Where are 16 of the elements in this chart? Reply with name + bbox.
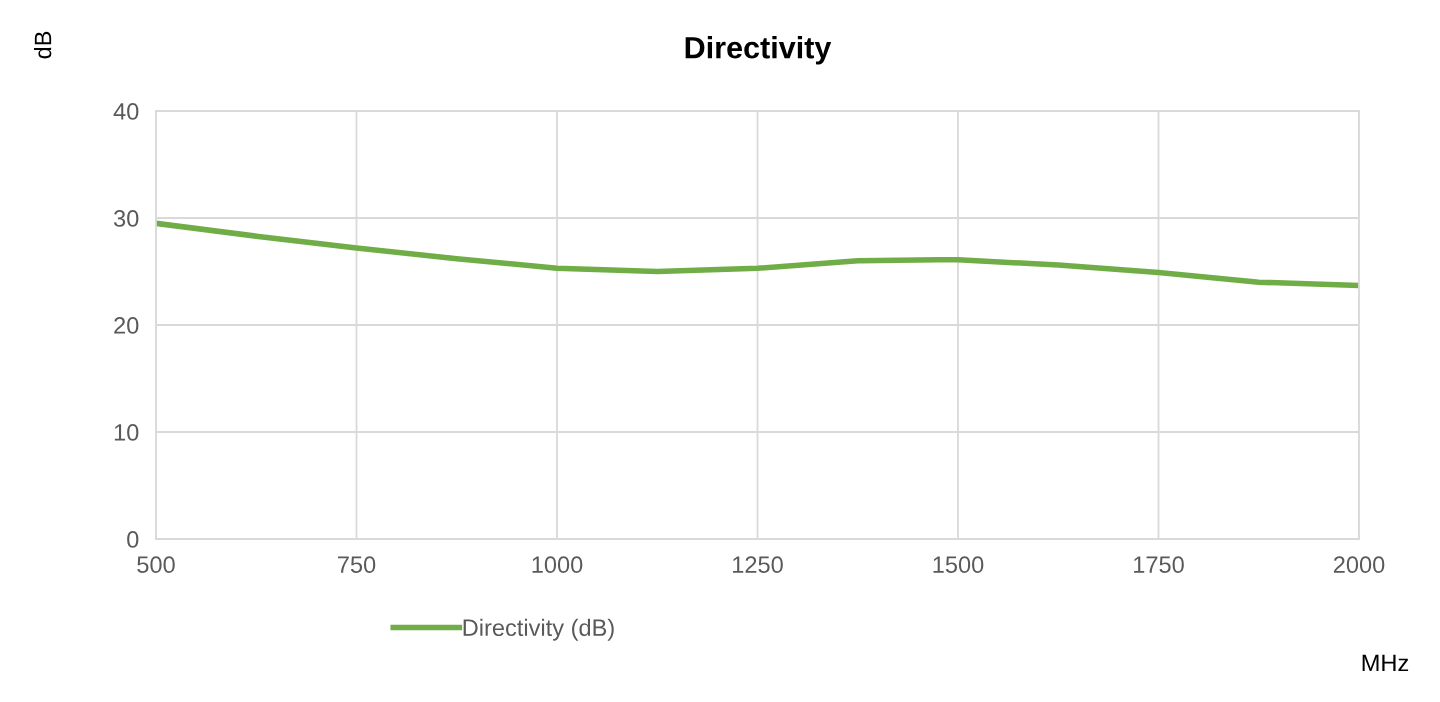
x-tick-label: 750 xyxy=(338,556,376,574)
y-tick-label: 20 xyxy=(114,317,139,334)
x-tick-label: 1750 xyxy=(1134,556,1184,574)
y-tick-label: 40 xyxy=(113,103,139,120)
chart-title: Directivity xyxy=(685,36,832,65)
x-tick-label: 2000 xyxy=(1333,556,1385,574)
y-tick-label: 10 xyxy=(114,424,139,441)
legend-label: Directivity (dB) xyxy=(463,618,614,641)
x-tick-label: 1000 xyxy=(532,556,583,574)
x-axis-title: MHz xyxy=(1362,654,1409,672)
x-tick-label: 1500 xyxy=(933,556,984,574)
y-tick-label: 0 xyxy=(127,531,139,548)
x-tick-label: 500 xyxy=(137,556,175,574)
y-tick-label: 30 xyxy=(113,210,139,227)
y-axis-title: dB xyxy=(34,31,52,59)
x-tick-label: 1250 xyxy=(733,556,783,574)
